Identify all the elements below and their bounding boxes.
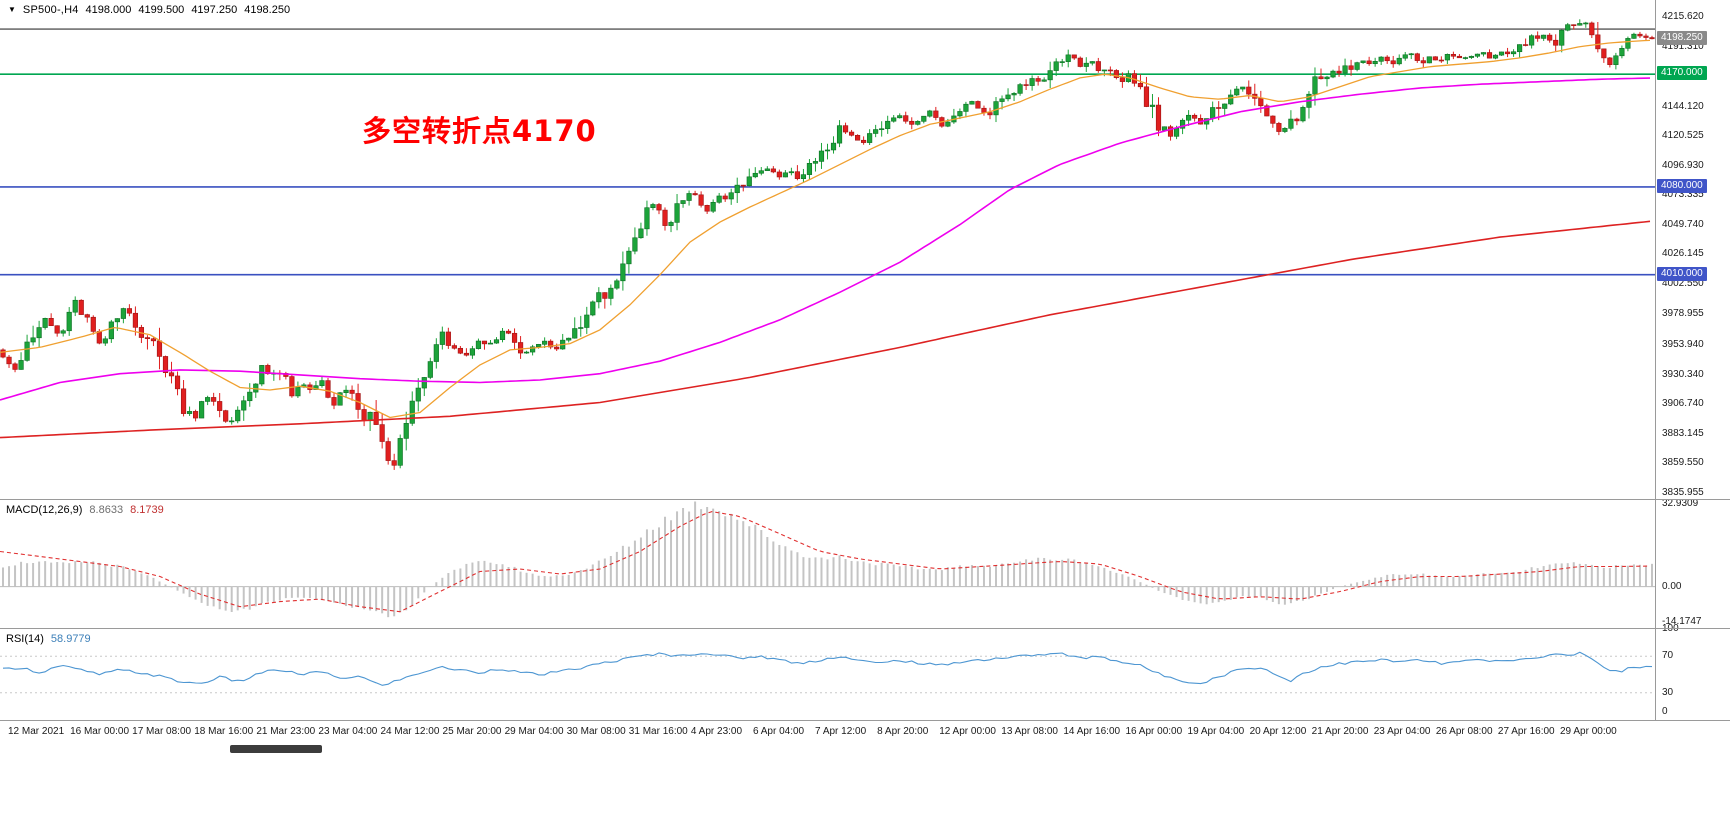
rsi-axis-label: 70: [1662, 650, 1674, 662]
rsi-panel[interactable]: RSI(14) 58.9779: [0, 629, 1655, 720]
price-axis[interactable]: 4215.6204191.3104167.7154144.1204120.525…: [1656, 0, 1730, 720]
price-axis-label: 4026.145: [1662, 248, 1704, 260]
candlestick-series: [0, 19, 1655, 470]
horizontal-level-lines[interactable]: [0, 28, 1655, 276]
symbol-timeframe-label: SP500-,H4: [22, 4, 79, 16]
time-axis-label: 21 Apr 20:00: [1311, 726, 1369, 737]
price-axis-label: 3978.955: [1662, 307, 1704, 319]
price-axis-label: 3859.550: [1662, 457, 1704, 469]
horizontal-scrollbar-thumb[interactable]: [230, 745, 322, 753]
ma-mid-magenta-line: [0, 77, 1651, 401]
price-axis-label: 4073.335: [1662, 189, 1704, 201]
time-axis-label: 6 Apr 04:00: [752, 726, 805, 737]
time-axis-label: 25 Mar 20:00: [442, 726, 502, 737]
time-axis-label: 13 Apr 08:00: [1001, 726, 1058, 737]
macd-main-value: 8.8633: [89, 504, 124, 516]
price-axis-label: 4002.550: [1662, 278, 1704, 290]
ma-fast-orange-line: [0, 39, 1651, 419]
rsi-line: [2, 651, 1653, 686]
rsi-axis-label: 0: [1662, 706, 1668, 717]
price-axis-label: 3883.145: [1662, 427, 1704, 439]
price-axis-label: 3953.940: [1662, 338, 1704, 350]
time-axis-label: 29 Mar 04:00: [504, 726, 564, 737]
rsi-axis-label: 30: [1662, 686, 1674, 698]
time-axis-label: 21 Mar 23:00: [256, 726, 316, 737]
time-axis-label: 17 Mar 08:00: [132, 726, 192, 737]
ma-slow-red-line: [0, 220, 1651, 439]
time-axis-label: 8 Apr 20:00: [877, 726, 929, 737]
panel-separator: [0, 720, 1730, 721]
time-axis-label: 31 Mar 16:00: [628, 726, 688, 737]
time-axis-label: 20 Apr 12:00: [1249, 726, 1307, 737]
price-tag-blue-level: 4080.000: [1657, 178, 1707, 193]
chart-annotation-text: 多空转折点4170: [362, 114, 597, 148]
ohlc-low-value: 4197.250: [191, 4, 238, 16]
candlestick-chart-canvas[interactable]: [0, 0, 1655, 499]
macd-axis-label: 32.9309: [1662, 497, 1699, 509]
macd-name: MACD(12,26,9): [6, 504, 83, 516]
price-axis-label: 4096.930: [1662, 159, 1704, 171]
time-axis-label: 14 Apr 16:00: [1063, 726, 1121, 737]
time-axis-label: 23 Apr 04:00: [1373, 726, 1431, 737]
price-tag-current: 4198.250: [1657, 30, 1707, 45]
price-tag-green-level: 4170.000: [1657, 66, 1707, 81]
price-axis-label: 4144.120: [1662, 100, 1704, 112]
macd-histogram: [2, 501, 1653, 618]
time-axis-label: 12 Apr 00:00: [939, 726, 996, 737]
macd-axis-label: 0.00: [1662, 580, 1682, 592]
ohlc-high-value: 4199.500: [138, 4, 185, 16]
panel-separator[interactable]: [0, 499, 1730, 500]
time-axis-label: 27 Apr 16:00: [1497, 726, 1555, 737]
rsi-value: 58.9779: [50, 633, 91, 645]
rsi-indicator-label: RSI(14) 58.9779: [6, 633, 91, 645]
price-axis-separator: [1655, 0, 1656, 720]
macd-panel[interactable]: MACD(12,26,9) 8.8633 8.1739: [0, 500, 1655, 628]
macd-chart-canvas[interactable]: [0, 500, 1655, 628]
price-axis-label: 4191.310: [1662, 41, 1704, 53]
price-axis-label: 4049.740: [1662, 218, 1704, 230]
chart-header: ▼ SP500-,H4 4198.000 4199.500 4197.250 4…: [8, 4, 290, 16]
price-axis-label: 3930.340: [1662, 368, 1704, 380]
time-axis-label: 29 Apr 00:00: [1560, 726, 1617, 737]
price-axis-label: 3835.955: [1662, 486, 1704, 498]
symbol-dropdown-icon[interactable]: ▼: [8, 5, 16, 14]
time-axis-label: 4 Apr 23:00: [690, 726, 743, 737]
time-axis-label: 30 Mar 08:00: [566, 726, 626, 737]
macd-indicator-label: MACD(12,26,9) 8.8633 8.1739: [6, 504, 164, 516]
time-axis-label: 24 Mar 12:00: [380, 726, 440, 737]
time-axis-label: 18 Mar 16:00: [194, 726, 254, 737]
time-axis-label: 23 Mar 04:00: [318, 726, 378, 737]
macd-signal-line: [0, 511, 1649, 613]
time-axis-label: 19 Apr 04:00: [1187, 726, 1245, 737]
ohlc-close-value: 4198.250: [244, 4, 291, 16]
price-tag-blue-level: 4010.000: [1657, 266, 1707, 281]
time-axis-label: 26 Apr 08:00: [1435, 726, 1493, 737]
panel-separator[interactable]: [0, 628, 1730, 629]
rsi-chart-canvas[interactable]: [0, 629, 1655, 720]
main-chart-panel[interactable]: ▼ SP500-,H4 4198.000 4199.500 4197.250 4…: [0, 0, 1655, 499]
price-axis-label: 4215.620: [1662, 11, 1704, 23]
ohlc-open-value: 4198.000: [85, 4, 132, 16]
time-axis-label: 12 Mar 2021: [8, 726, 65, 737]
time-axis-label: 16 Mar 00:00: [70, 726, 130, 737]
price-axis-label: 3906.740: [1662, 398, 1704, 410]
macd-axis-label: -14.1747: [1662, 616, 1702, 628]
macd-signal-value: 8.1739: [130, 504, 164, 516]
price-axis-label: 4120.525: [1662, 130, 1704, 142]
time-axis-label: 16 Apr 00:00: [1125, 726, 1183, 737]
time-axis[interactable]: 12 Mar 2021 16 Mar 00:00 17 Mar 08:00 18 Ma…: [0, 721, 1655, 739]
time-axis-label: 7 Apr 12:00: [815, 726, 867, 737]
rsi-name: RSI(14): [6, 633, 44, 645]
